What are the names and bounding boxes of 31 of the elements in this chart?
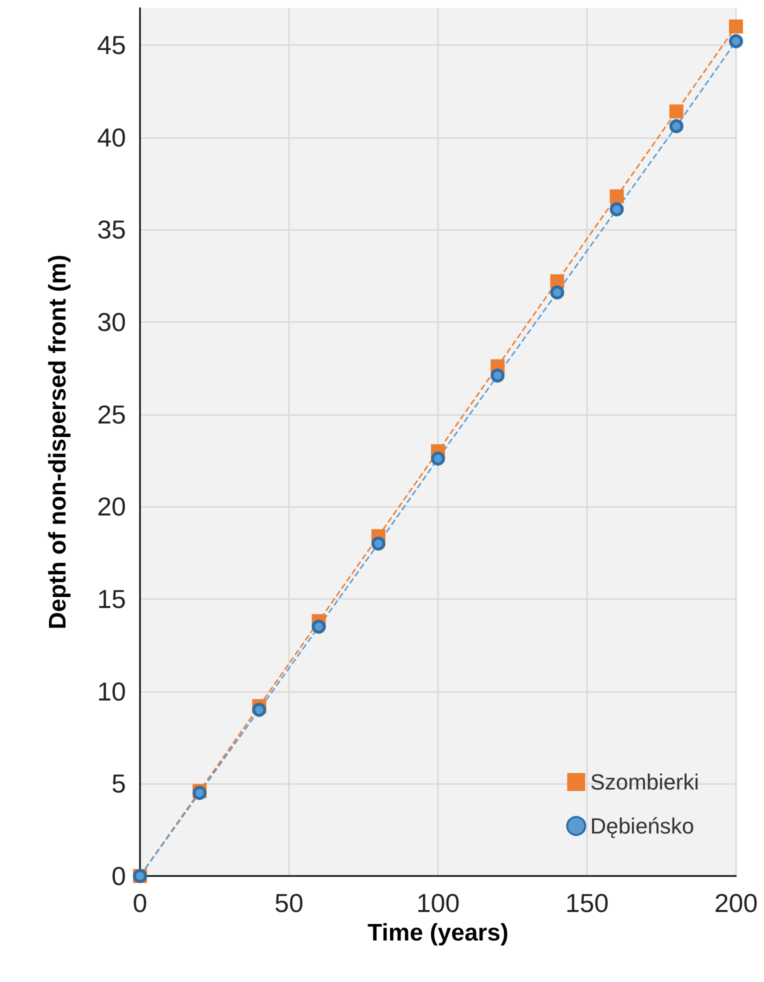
point	[669, 104, 684, 118]
point	[371, 536, 386, 551]
y-tick-label: 35	[97, 214, 126, 245]
y-tick-label: 25	[97, 399, 126, 430]
x-tick-label: 50	[274, 888, 304, 918]
point	[490, 368, 505, 383]
point	[729, 19, 743, 34]
x-tick-label: 150	[565, 888, 609, 918]
x-tick-label: 200	[714, 888, 758, 918]
y-tick-label: 5	[112, 768, 126, 799]
y-tick-label: 20	[97, 492, 126, 522]
point	[550, 285, 564, 300]
x-tick-label: 0	[132, 888, 148, 918]
point	[610, 202, 624, 216]
point	[312, 620, 326, 634]
point	[610, 189, 624, 204]
point	[431, 452, 445, 466]
y-tick-label: 0	[112, 861, 126, 891]
x-tick-label: 100	[416, 888, 460, 918]
legend-label: Szombierki	[590, 770, 700, 794]
y-axis-title: Depth of non-dispersed front (m)	[44, 254, 72, 630]
y-tick-label: 30	[97, 306, 126, 337]
x-axis-title: Time (years)	[368, 919, 508, 946]
point	[729, 34, 743, 48]
point	[669, 119, 684, 134]
y-tick-label: 10	[97, 676, 126, 706]
y-tick-label: 15	[97, 584, 126, 614]
y-tick-label: 45	[97, 30, 126, 60]
y-tick-label: 40	[97, 122, 126, 152]
legend-label: Dębieńsko	[590, 814, 694, 838]
point	[252, 702, 266, 717]
